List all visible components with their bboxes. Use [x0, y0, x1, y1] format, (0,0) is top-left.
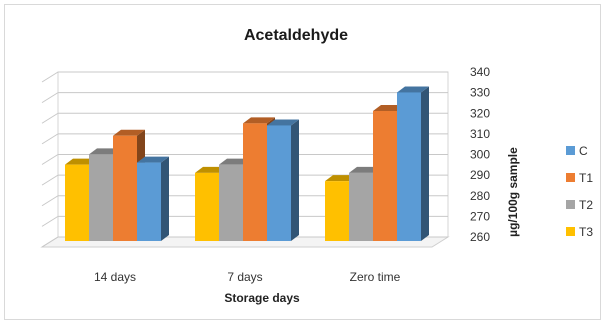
legend-swatch-C — [566, 146, 575, 155]
legend-label-T2: T2 — [579, 198, 593, 212]
bar-front — [349, 172, 373, 241]
legend-label-T1: T1 — [579, 171, 593, 185]
y-axis-ticks: 260 270 280 290 300 310 320 330 340 — [470, 65, 490, 244]
bars — [65, 86, 429, 241]
y-tick-label: 330 — [470, 86, 490, 100]
bar-side — [291, 119, 299, 241]
legend: C T1 T2 T3 — [566, 144, 593, 239]
y-tick-label: 300 — [470, 148, 490, 162]
gridline-side — [41, 215, 59, 227]
y-tick-label: 320 — [470, 106, 490, 120]
bar-side — [421, 86, 429, 241]
x-category-label: Zero time — [350, 270, 401, 284]
bar-side — [161, 156, 169, 241]
y-tick-label: 270 — [470, 209, 490, 223]
legend-swatch-T2 — [566, 200, 575, 209]
gridline-side — [41, 92, 59, 104]
bar-top — [397, 86, 429, 93]
legend-swatch-T1 — [566, 173, 575, 182]
gridline-side — [41, 112, 59, 124]
x-axis-title: Storage days — [224, 291, 300, 305]
bar-top — [113, 129, 145, 136]
legend-label-C: C — [579, 144, 588, 158]
x-category-label: 7 days — [227, 270, 262, 284]
y-tick-label: 340 — [470, 65, 490, 79]
y-tick-label: 260 — [470, 230, 490, 244]
gridline-side — [41, 195, 59, 207]
gridline-side — [41, 71, 59, 83]
bar-front — [243, 123, 267, 241]
legend-label-T3: T3 — [579, 225, 593, 239]
bar-top — [137, 156, 169, 163]
x-category-label: 14 days — [94, 270, 136, 284]
gridline-side — [41, 133, 59, 145]
bar-front — [267, 125, 291, 241]
bar-C-2 — [397, 86, 429, 241]
gridline-side — [41, 174, 59, 186]
legend-swatch-T3 — [566, 227, 575, 236]
bar-front — [219, 164, 243, 241]
y-tick-label: 280 — [470, 189, 490, 203]
bar-front — [89, 154, 113, 241]
bar-front — [195, 172, 219, 241]
bar-top — [267, 119, 299, 126]
bar-top — [243, 117, 275, 124]
bar-C-1 — [267, 119, 299, 241]
x-axis-categories: 14 days 7 days Zero time — [94, 270, 401, 284]
bar-front — [65, 164, 89, 241]
chart-title: Acetaldehyde — [244, 27, 348, 44]
y-axis-title: µg/100g sample — [506, 147, 520, 237]
y-tick-label: 290 — [470, 168, 490, 182]
bar-front — [373, 111, 397, 241]
bar-front — [137, 162, 161, 241]
bar-C-0 — [137, 156, 169, 241]
bar-front — [397, 92, 421, 241]
gridline-side — [41, 236, 59, 248]
bar-front — [325, 181, 349, 241]
gridline-side — [41, 154, 59, 165]
y-tick-label: 310 — [470, 127, 490, 141]
bar-front — [113, 135, 137, 241]
